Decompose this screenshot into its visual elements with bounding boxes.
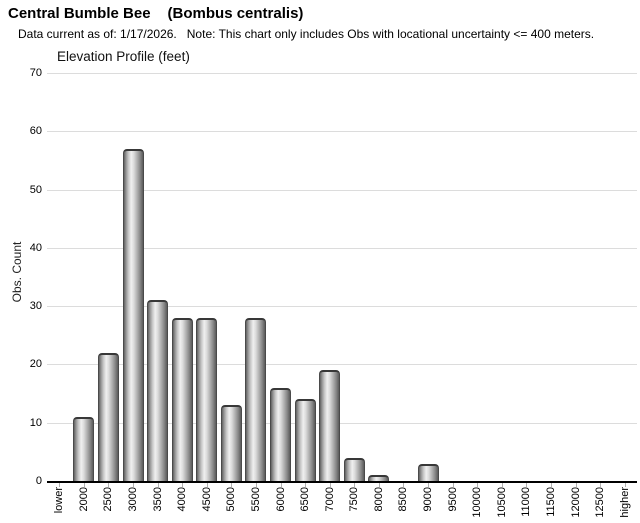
x-axis-label-11000: 11000 [520,487,533,517]
x-tick-5500 [255,483,257,487]
uncertainty-note-text: Note: This chart only includes Obs with … [186,27,595,41]
x-axis-label-2000: 2000 [77,487,90,512]
y-tick-label-40: 40 [29,241,42,254]
x-tick-7000 [329,483,331,487]
bar-6500 [294,399,316,481]
gridline-10 [47,422,637,424]
x-axis-label-10500: 10500 [495,487,508,518]
x-tick-8500 [403,483,405,487]
x-tick-10500 [501,483,503,487]
x-tick-4500 [206,483,208,487]
x-axis-label-12000: 12000 [569,487,582,518]
x-tick-12000 [575,483,577,487]
x-axis-label-lower: lower [53,487,66,514]
x-axis-label-10000: 10000 [471,487,484,518]
x-tick-lower [59,483,61,487]
x-tick-3500 [157,483,159,487]
x-tick-9500 [452,483,454,487]
species-scientific-name: (Bombus centralis) [167,5,304,22]
gridline-20 [47,364,637,366]
x-tick-12500 [600,483,602,487]
bar-9000 [417,463,439,481]
bar-3500 [147,300,169,481]
x-axis-label-9500: 9500 [446,487,459,512]
x-axis-label-4000: 4000 [176,487,189,512]
x-axis-label-9000: 9000 [422,487,435,512]
x-axis-label-6000: 6000 [274,487,287,512]
y-tick-label-0: 0 [35,475,42,487]
gridline-60 [47,131,637,133]
x-tick-9000 [428,483,430,487]
gridline-70 [47,73,637,74]
x-tick-10000 [477,483,479,487]
x-axis-label-12500: 12500 [594,487,607,518]
y-tick-label-60: 60 [29,125,42,138]
y-tick-label-20: 20 [29,358,42,371]
x-axis-label-7000: 7000 [323,487,336,512]
x-tick-3000 [133,483,135,487]
x-axis-label-6500: 6500 [299,487,312,512]
x-tick-4000 [182,483,184,487]
chart-title: Elevation Profile (feet) [57,49,190,64]
bar-4500 [196,317,218,481]
gridline-50 [47,189,637,191]
bar-7000 [319,370,341,481]
x-axis-label-8000: 8000 [372,487,385,512]
x-tick-7500 [354,483,356,487]
x-tick-6500 [305,483,307,487]
plot-area [47,73,637,483]
x-axis-label-2500: 2500 [102,487,115,512]
x-tick-11000 [526,483,528,487]
x-tick-6000 [280,483,282,487]
y-tick-label-50: 50 [29,183,42,196]
bar-2000 [73,416,95,481]
x-axis-label-4500: 4500 [200,487,213,512]
bar-6000 [270,387,292,481]
x-tick-8000 [378,483,380,487]
bar-5000 [220,405,242,481]
gridline-40 [47,247,637,249]
gridline-30 [47,306,637,308]
y-tick-label-10: 10 [29,416,42,429]
x-tick-higher [624,483,626,487]
x-tick-5000 [231,483,233,487]
x-axis-label-7500: 7500 [348,487,361,512]
y-tick-label-30: 30 [29,300,42,313]
bar-2500 [97,352,119,481]
x-tick-11500 [550,483,552,487]
species-common-name: Central Bumble Bee [8,5,151,22]
y-tick-label-70: 70 [29,67,42,79]
x-axis-label-5500: 5500 [249,487,262,512]
bar-3000 [122,148,144,481]
bar-4000 [171,317,193,481]
bar-5500 [245,317,267,481]
x-tick-2000 [83,483,85,487]
x-axis-label-11500: 11500 [544,487,557,517]
x-axis-label-3500: 3500 [151,487,164,512]
data-current-text: Data current as of: 1/17/2026. [18,27,177,41]
x-tick-2500 [108,483,110,487]
x-axis-label-3000: 3000 [127,487,140,512]
x-axis-label-higher: higher [618,487,631,518]
subtitle-line: Data current as of: 1/17/2026. Note: This… [18,27,594,41]
bar-8000 [368,475,390,481]
x-axis-label-8500: 8500 [397,487,410,512]
page-title: Central Bumble Bee (Bombus centralis) [8,5,303,22]
bar-7500 [343,457,365,481]
x-axis-label-5000: 5000 [225,487,238,512]
